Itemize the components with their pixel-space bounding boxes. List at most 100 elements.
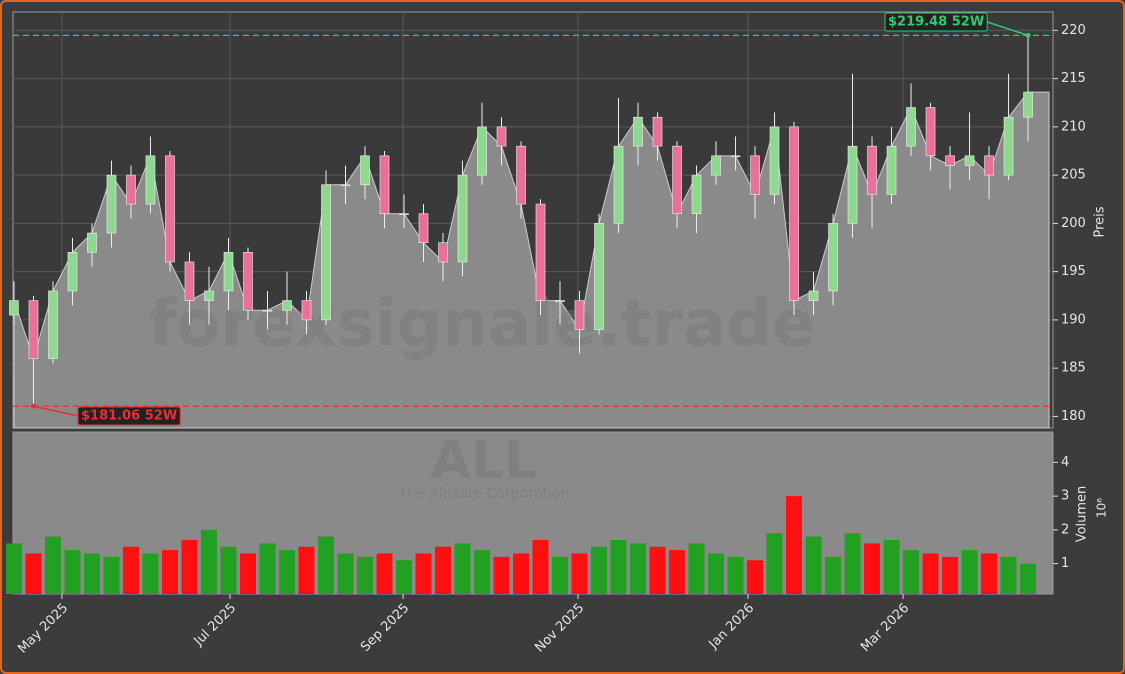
- y2-tick-label: 4: [1061, 455, 1069, 470]
- x-tick-label: Nov 2025: [532, 601, 587, 656]
- x-tick-label: Mar 2026: [858, 601, 912, 655]
- candle-body: [945, 155, 955, 166]
- annotation: $181.06 52W: [30, 403, 181, 426]
- candle-body: [633, 116, 643, 147]
- volume-bar: [591, 546, 608, 594]
- volume-bar: [200, 529, 217, 594]
- candle-body: [282, 300, 292, 311]
- volume-bar: [1020, 563, 1037, 594]
- candle-body: [574, 300, 585, 330]
- annotation-label: $219.48 52W: [888, 15, 984, 30]
- candle-body: [750, 155, 760, 195]
- candle-body: [340, 184, 351, 187]
- volume-bar: [922, 553, 939, 594]
- volume-bar: [708, 553, 725, 594]
- volume-bar: [5, 543, 22, 594]
- candle-body: [789, 126, 799, 301]
- candle-body: [964, 155, 975, 166]
- y-tick-label: 185: [1061, 361, 1086, 376]
- volume-bar: [278, 550, 295, 594]
- candle-body: [828, 223, 838, 292]
- volume-bar: [532, 540, 549, 594]
- candle-body: [984, 155, 994, 176]
- volume-bar: [142, 553, 159, 594]
- volume-bar: [844, 533, 861, 594]
- candle-body: [301, 300, 312, 321]
- candle-body: [399, 213, 409, 216]
- candle-body: [67, 252, 78, 292]
- y-tick-label: 220: [1061, 23, 1086, 38]
- candle-body: [262, 309, 273, 312]
- candle-body: [535, 203, 546, 301]
- volume-bar: [942, 556, 959, 594]
- candle-body: [691, 174, 702, 215]
- x-tick-label: Jan 2026: [705, 601, 757, 653]
- candle-body: [106, 174, 117, 234]
- volume-bar: [395, 560, 412, 594]
- volume-multiplier: 10⁶: [1095, 498, 1109, 518]
- x-tick-label: May 2025: [15, 601, 71, 657]
- annotation-arrow: [986, 21, 1029, 37]
- y-tick-label: 205: [1061, 168, 1086, 183]
- y2-tick-label: 3: [1061, 489, 1069, 504]
- watermark-company: The Allstate Corporation: [398, 486, 569, 502]
- volume-bar: [239, 553, 256, 594]
- volume-bar: [44, 536, 61, 594]
- candle-body: [847, 145, 858, 224]
- volume-bar: [571, 553, 588, 594]
- candle-body: [9, 300, 19, 316]
- candle-body: [28, 300, 39, 359]
- candle-body: [477, 126, 487, 176]
- candle-body: [594, 223, 604, 330]
- candle-body: [360, 155, 370, 186]
- volume-bar: [493, 556, 510, 594]
- volume-bar: [220, 546, 237, 594]
- candle-body: [555, 300, 565, 302]
- volume-bar: [83, 553, 100, 594]
- candle-body: [321, 184, 331, 321]
- volume-bar: [122, 546, 139, 594]
- candle-body: [418, 213, 429, 243]
- candle-body: [184, 261, 195, 301]
- candle-body: [906, 107, 916, 147]
- candle-body: [126, 174, 136, 205]
- watermark-symbol: ALL: [431, 431, 538, 491]
- volume-bar: [747, 560, 764, 594]
- volume-bar: [883, 540, 900, 594]
- annotation: $219.48 52W: [884, 12, 1031, 38]
- volume-bar: [825, 556, 842, 594]
- x-tick-label: Jul 2025: [191, 601, 240, 650]
- volume-bar: [766, 533, 783, 594]
- candle-body: [769, 126, 780, 195]
- volume-bar: [864, 543, 881, 594]
- y2-tick-label: 2: [1061, 522, 1069, 537]
- y-tick-label: 210: [1061, 119, 1086, 134]
- y-axis-label: Preis: [1093, 206, 1108, 237]
- volume-bar: [181, 540, 198, 594]
- volume-bar: [337, 553, 354, 594]
- candle-body: [925, 107, 936, 157]
- volume-bar: [981, 553, 998, 594]
- volume-bar: [64, 550, 81, 594]
- y2-tick-label: 1: [1061, 556, 1069, 571]
- volume-bar: [454, 543, 471, 594]
- volume-bar: [317, 536, 334, 594]
- candle-body: [808, 290, 819, 301]
- candle-body: [1023, 91, 1033, 118]
- volume-bar: [903, 550, 920, 594]
- candle-body: [672, 145, 682, 215]
- candle-body: [243, 252, 253, 311]
- candle-body: [886, 145, 897, 195]
- volume-bar: [474, 550, 491, 594]
- volume-bar: [727, 556, 744, 594]
- candle-body: [457, 174, 468, 263]
- volume-bar: [610, 540, 627, 594]
- candle-body: [204, 290, 214, 301]
- volume-bar: [376, 553, 393, 594]
- annotation-label: $181.06 52W: [81, 409, 177, 424]
- candle-body: [223, 252, 234, 292]
- volume-bar: [435, 546, 452, 594]
- candle-body: [516, 145, 526, 205]
